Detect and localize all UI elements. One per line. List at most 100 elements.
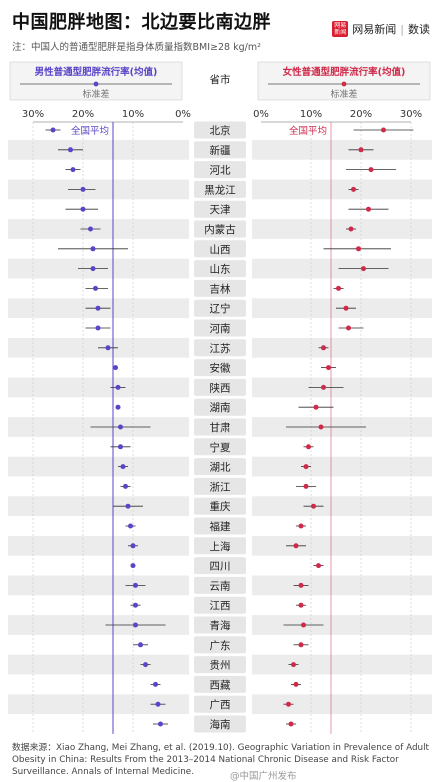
province-label-box: [194, 616, 246, 634]
province-label-box: [194, 121, 246, 139]
province-label-box: [194, 161, 246, 179]
female-point: [298, 582, 304, 588]
female-x-tick: 0%: [253, 109, 269, 120]
female-point: [381, 127, 386, 133]
brand-separator: |: [400, 22, 404, 36]
male-point: [118, 424, 123, 430]
province-label: 内蒙古: [204, 223, 236, 236]
male-point: [125, 503, 131, 509]
male-point: [68, 147, 73, 153]
male-legend-std-label: 标准差: [82, 88, 109, 100]
male-point: [115, 404, 121, 410]
province-label: 福建: [210, 520, 231, 533]
female-point: [291, 662, 296, 668]
female-point: [366, 206, 371, 212]
male-point: [120, 464, 126, 470]
female-point: [311, 503, 316, 509]
male-x-tick: 30%: [22, 109, 44, 120]
province-label: 陕西: [210, 381, 231, 394]
male-point: [130, 563, 136, 569]
male-row-band: [8, 654, 189, 675]
female-point: [316, 563, 321, 569]
female-legend-std-label: 标准差: [330, 88, 357, 100]
province-label: 新疆: [210, 144, 231, 157]
male-point: [50, 127, 56, 133]
male-point: [105, 345, 111, 351]
province-label: 海南: [210, 718, 231, 731]
female-row-band: [252, 496, 432, 517]
male-row-band: [8, 456, 189, 477]
province-label-box: [194, 141, 246, 159]
male-row-band: [8, 535, 189, 556]
province-label-box: [194, 477, 246, 495]
female-row-band: [252, 535, 432, 556]
province-label: 黑龙江: [204, 183, 236, 196]
male-point: [118, 444, 123, 450]
province-label-box: [194, 497, 246, 515]
male-row-band: [8, 377, 189, 398]
male-point: [95, 325, 101, 331]
female-point: [301, 622, 306, 628]
province-label: 安徽: [210, 362, 231, 375]
male-point: [95, 305, 101, 311]
province-label: 浙江: [210, 481, 231, 493]
province-label-box: [194, 517, 246, 535]
province-label-box: [194, 279, 246, 297]
brand-section: 数读: [408, 23, 430, 36]
province-label-box: [194, 299, 246, 317]
province-header: 省市: [210, 73, 231, 86]
province-label: 上海: [210, 540, 231, 553]
male-point: [80, 206, 86, 212]
province-label-box: [194, 240, 246, 258]
province-label: 辽宁: [210, 302, 231, 315]
watermark: @中国广州发布: [230, 771, 297, 782]
province-label: 青海: [210, 619, 231, 632]
province-label: 江苏: [210, 342, 231, 355]
province-label: 宁夏: [210, 441, 231, 454]
province-label-box: [194, 675, 246, 693]
male-point: [113, 365, 118, 371]
province-label: 贵州: [210, 659, 231, 672]
male-row-band: [8, 139, 189, 160]
male-legend-dot: [93, 81, 99, 87]
netease-logo-icon: 网易 新闻: [332, 21, 349, 37]
female-point: [298, 642, 304, 648]
male-point: [143, 662, 148, 668]
female-row-band: [252, 654, 432, 675]
data-source: 数据来源：Xiao Zhang, Mei Zhang, et al. (2019…: [12, 743, 430, 777]
female-point: [348, 226, 354, 232]
province-label-box: [194, 636, 246, 654]
female-legend-dot: [341, 81, 347, 87]
female-x-tick: 10%: [300, 109, 322, 120]
province-label: 四川: [210, 561, 231, 573]
brand-name: 网易新闻: [352, 23, 397, 36]
male-point: [133, 622, 138, 628]
female-point: [293, 543, 299, 549]
female-legend-box: [257, 61, 431, 101]
province-label-box: [194, 576, 246, 594]
female-row-band: [252, 337, 432, 358]
female-point: [361, 266, 366, 272]
male-point: [70, 167, 76, 173]
female-point: [303, 483, 309, 489]
female-point: [293, 681, 299, 687]
male-point: [123, 483, 128, 489]
female-point: [343, 305, 349, 311]
male-point: [115, 384, 121, 390]
male-x-tick: 20%: [72, 109, 94, 120]
male-legend-box: [9, 61, 183, 101]
province-label-box: [194, 656, 246, 674]
female-point: [351, 186, 356, 192]
female-point: [288, 721, 294, 727]
obesity-chart: 男性普通型肥胖流行率(均值) 标准差 女性普通型肥胖流行率(均值) 标准差 省市 30% 2…: [8, 61, 432, 734]
province-label-box: [194, 398, 246, 416]
province-label-box: [194, 695, 246, 713]
province-label-box: [194, 596, 246, 614]
female-point: [303, 464, 309, 470]
province-label-box: [194, 537, 246, 555]
female-x-tick: 30%: [400, 109, 422, 120]
province-label-box: [194, 418, 246, 436]
female-row-band: [252, 615, 432, 635]
female-point: [356, 246, 361, 252]
